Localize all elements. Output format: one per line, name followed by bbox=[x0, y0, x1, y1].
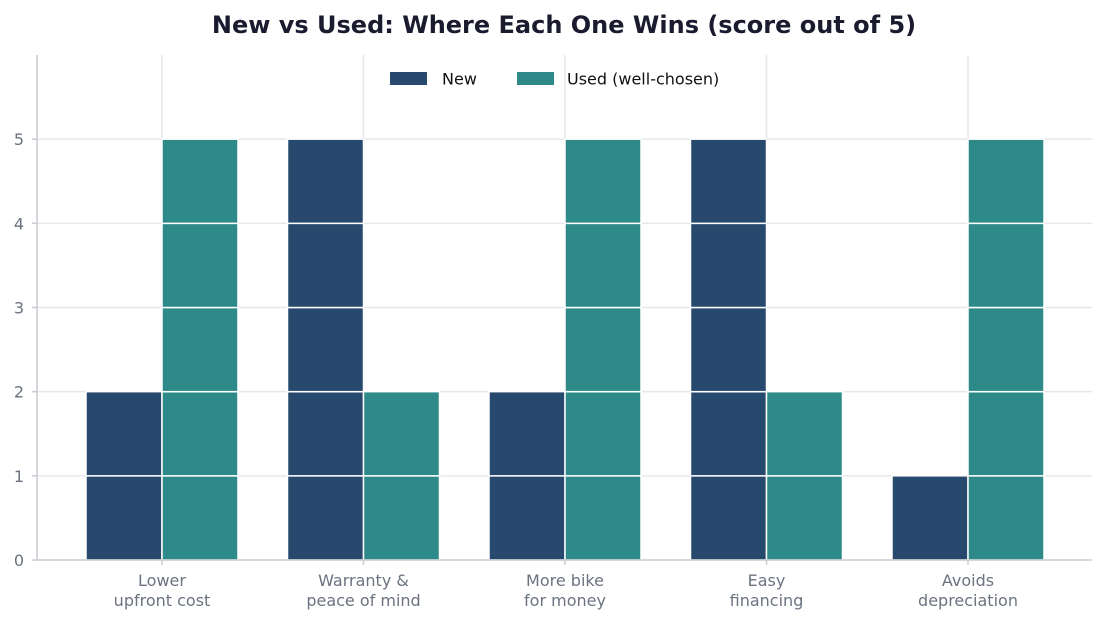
bar-segment bbox=[967, 390, 1045, 477]
y-tick-label: 1 bbox=[14, 467, 24, 486]
x-tick-labels: Lower upfront cost Warranty & peace of mind… bbox=[114, 560, 1018, 610]
bar-segment bbox=[564, 306, 642, 393]
bar-segment bbox=[488, 475, 566, 561]
x-tick-label: Avoids depreciation bbox=[918, 571, 1018, 610]
legend: New Used (well-chosen) bbox=[390, 70, 719, 89]
bar-segment bbox=[564, 475, 642, 561]
bar-segment bbox=[765, 390, 844, 477]
legend-label: New bbox=[442, 70, 477, 89]
bar-segment bbox=[967, 475, 1045, 561]
bar-new-0 bbox=[85, 390, 163, 561]
bar-segment bbox=[161, 475, 239, 561]
bar-segment bbox=[967, 222, 1045, 309]
chart-title: New vs Used: Where Each One Wins (score … bbox=[212, 11, 916, 39]
y-tick-label: 3 bbox=[14, 299, 24, 318]
legend-item-0: New bbox=[390, 70, 477, 89]
bar-used-1 bbox=[362, 390, 441, 561]
bar-segment bbox=[362, 390, 441, 477]
bar-segment bbox=[286, 306, 365, 393]
y-tick-labels: 0 1 2 3 4 5 bbox=[14, 130, 37, 570]
legend-item-1: Used (well-chosen) bbox=[517, 70, 719, 89]
bar-segment bbox=[689, 222, 768, 309]
y-tick-label: 2 bbox=[14, 383, 24, 402]
legend-label: Used (well-chosen) bbox=[567, 70, 719, 89]
bar-new-2 bbox=[488, 390, 566, 561]
legend-swatch bbox=[390, 72, 427, 85]
y-tick-label: 4 bbox=[14, 214, 24, 233]
bar-segment bbox=[286, 390, 365, 477]
bar-segment bbox=[161, 390, 239, 477]
x-tick-label: Easy financing bbox=[730, 571, 804, 610]
bars bbox=[85, 138, 1045, 561]
bar-segment bbox=[765, 475, 844, 561]
legend-swatch bbox=[517, 72, 554, 85]
y-tick-label: 5 bbox=[14, 130, 24, 149]
bar-segment bbox=[161, 222, 239, 309]
x-tick-label: Lower upfront cost bbox=[114, 571, 211, 610]
bar-segment bbox=[689, 475, 768, 561]
bar-used-2 bbox=[564, 138, 642, 561]
bar-segment bbox=[286, 475, 365, 561]
bar-used-0 bbox=[161, 138, 239, 561]
bar-segment bbox=[488, 390, 566, 477]
bar-segment bbox=[967, 138, 1045, 225]
x-tick-label: More bike for money bbox=[524, 571, 606, 610]
y-tick-label: 0 bbox=[14, 551, 24, 570]
bar-used-4 bbox=[967, 138, 1045, 561]
bar-new-1 bbox=[286, 138, 365, 561]
bar-segment bbox=[286, 138, 365, 225]
bar-segment bbox=[689, 390, 768, 477]
x-tick-label: Warranty & peace of mind bbox=[306, 571, 420, 610]
bar-segment bbox=[564, 222, 642, 309]
bar-segment bbox=[967, 306, 1045, 393]
bar-segment bbox=[564, 138, 642, 225]
bar-segment bbox=[85, 475, 163, 561]
bar-segment bbox=[689, 306, 768, 393]
bar-new-4 bbox=[891, 475, 969, 561]
bar-segment bbox=[362, 475, 441, 561]
bar-segment bbox=[564, 390, 642, 477]
bar-used-3 bbox=[765, 390, 844, 561]
bar-segment bbox=[161, 138, 239, 225]
bar-segment bbox=[891, 475, 969, 561]
bar-segment bbox=[689, 138, 768, 225]
bar-segment bbox=[286, 222, 365, 309]
bar-segment bbox=[85, 390, 163, 477]
bar-new-3 bbox=[689, 138, 768, 561]
bar-segment bbox=[161, 306, 239, 393]
